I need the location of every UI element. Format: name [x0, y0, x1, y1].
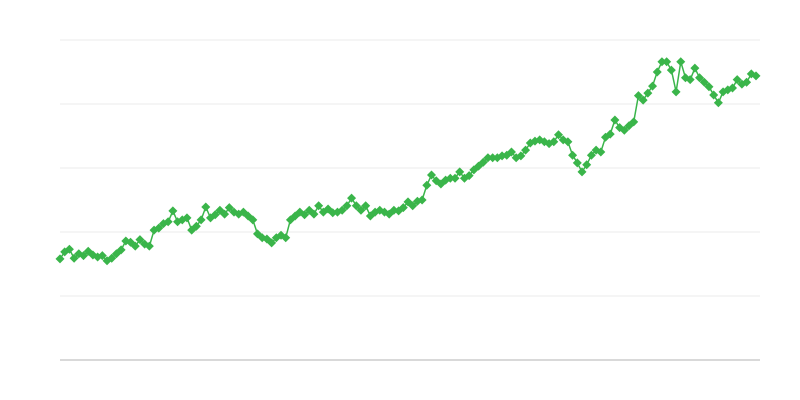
data-point [107, 253, 117, 263]
data-point [553, 130, 563, 140]
data-point [144, 241, 154, 251]
data-point [568, 150, 578, 160]
data-point [572, 158, 582, 168]
data-point [652, 67, 662, 77]
data-point [337, 205, 347, 215]
data-point [643, 88, 653, 98]
data-point [408, 201, 418, 211]
data-point [201, 202, 211, 212]
data-point [168, 206, 178, 216]
data-point [450, 173, 460, 183]
data-point [309, 209, 319, 219]
data-point [506, 147, 516, 157]
data-point [281, 233, 291, 243]
data-point [55, 254, 65, 264]
data-point [220, 209, 230, 219]
data-point [464, 171, 474, 181]
data-point [713, 98, 723, 108]
data-point [563, 137, 573, 147]
data-point [685, 75, 695, 85]
data-point [633, 91, 643, 101]
data-point [427, 170, 437, 180]
data-point [196, 215, 206, 225]
data-point [97, 251, 107, 261]
series-markers [55, 57, 761, 266]
data-point [478, 157, 488, 167]
data-point [704, 82, 714, 92]
data-point [351, 201, 361, 211]
data-point [648, 81, 658, 91]
data-point [455, 167, 465, 177]
data-point [727, 83, 737, 93]
data-point [398, 203, 408, 213]
data-point [79, 251, 89, 261]
data-point [224, 203, 234, 213]
data-point [596, 147, 606, 157]
data-point [516, 151, 526, 161]
data-point [666, 65, 676, 75]
data-point [116, 245, 126, 255]
data-point [347, 193, 357, 203]
data-point [676, 57, 686, 67]
data-point [671, 87, 681, 97]
data-point [549, 137, 559, 147]
data-point [314, 201, 324, 211]
data-point [300, 210, 310, 220]
data-point [88, 250, 98, 260]
data-point [577, 167, 587, 177]
data-point [521, 145, 531, 155]
data-point [732, 75, 742, 85]
data-point [709, 90, 719, 100]
data-point [695, 73, 705, 83]
data-point [64, 244, 74, 254]
data-point [699, 77, 709, 87]
data-point [619, 125, 629, 135]
data-point [342, 201, 352, 211]
data-point [267, 238, 277, 248]
data-point [163, 217, 173, 227]
data-point [154, 223, 164, 233]
data-point [74, 249, 84, 259]
data-point [135, 235, 145, 245]
series-line [59, 61, 757, 262]
data-point [182, 213, 192, 223]
data-point [210, 210, 220, 220]
data-point [629, 117, 639, 127]
data-point [191, 221, 201, 231]
data-point [445, 173, 455, 183]
data-point [690, 63, 700, 73]
data-point [657, 57, 667, 67]
data-point [361, 201, 371, 211]
data-point [610, 115, 620, 125]
data-point [69, 253, 79, 263]
data-point [586, 150, 596, 160]
data-point [121, 236, 131, 246]
data-point [638, 95, 648, 105]
data-point [742, 77, 752, 87]
data-point [488, 153, 498, 163]
data-point [605, 129, 615, 139]
data-point [248, 215, 258, 225]
data-point [483, 153, 493, 163]
data-point [582, 160, 592, 170]
data-point [662, 57, 672, 67]
data-point [356, 205, 366, 215]
data-point [417, 195, 427, 205]
data-point [130, 241, 140, 251]
data-point [422, 180, 432, 190]
data-point [751, 71, 761, 81]
